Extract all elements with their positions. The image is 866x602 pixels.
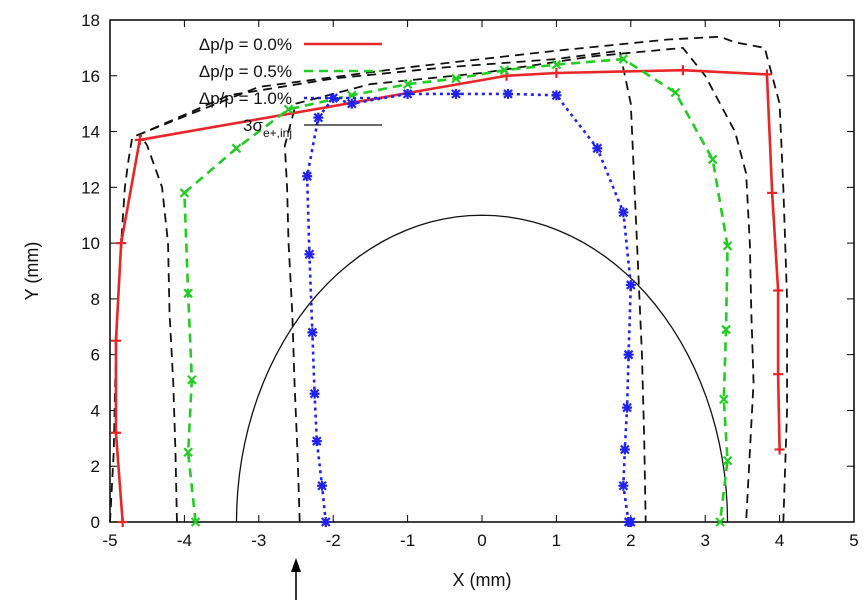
data-point-1 <box>719 394 729 405</box>
x-tick-label: 2 <box>626 531 635 550</box>
x-tick-label: -5 <box>102 531 117 550</box>
x-tick-label: 5 <box>849 531 858 550</box>
data-point-1 <box>499 65 510 75</box>
data-point-1 <box>190 517 201 527</box>
data-point-2 <box>450 88 461 99</box>
data-point-1 <box>722 455 733 466</box>
y-tick-label: 0 <box>91 513 100 532</box>
y-tick-label: 12 <box>81 178 100 197</box>
data-point-2 <box>307 327 318 338</box>
data-point-1 <box>183 288 193 299</box>
data-point-2 <box>304 249 315 260</box>
legend-label-0: Δp/p = 0.0% <box>199 35 292 54</box>
data-point-0 <box>677 65 688 76</box>
data-point-2 <box>618 480 629 491</box>
data-point-1 <box>670 87 681 98</box>
data-point-0 <box>773 285 784 296</box>
data-point-2 <box>625 279 636 290</box>
x-tick-label: 1 <box>552 531 561 550</box>
data-point-2 <box>346 98 357 109</box>
x-tick-label: -2 <box>326 531 341 550</box>
x-ticks: -5 -4 -3 -2 -1 0 1 2 3 4 5 <box>102 20 859 550</box>
y-tick-label: 14 <box>81 123 100 142</box>
x-tick-label: -4 <box>177 531 192 550</box>
x-axis-label: X (mm) <box>453 570 512 590</box>
data-point-2 <box>302 171 313 182</box>
data-point-1 <box>707 154 718 165</box>
data-point-1 <box>618 54 629 64</box>
data-point-2 <box>623 349 634 360</box>
data-point-1 <box>551 59 562 70</box>
x-tick-label: 0 <box>477 531 486 550</box>
arrow-head <box>291 558 301 572</box>
y-tick-label: 10 <box>81 234 100 253</box>
y-tick-label: 16 <box>81 67 100 86</box>
data-point-0 <box>110 335 121 346</box>
series-line-0 <box>114 68 781 523</box>
y-tick-label: 2 <box>91 457 100 476</box>
legend: Δp/p = 0.0% Δp/p = 0.5% Δp/p = 1.0% 3σe+,in… <box>199 35 382 140</box>
data-point-0 <box>110 427 121 438</box>
data-point-1 <box>183 447 193 458</box>
data-point-1 <box>179 188 190 198</box>
x-tick-label: 4 <box>775 531 784 550</box>
y-tick-label: 18 <box>81 11 100 30</box>
y-ticks: 0 2 4 6 8 10 12 14 16 18 <box>81 11 854 532</box>
aperture-dashed-curve <box>283 46 755 523</box>
y-tick-label: 4 <box>91 401 100 420</box>
x-tick-label: 3 <box>700 531 709 550</box>
beam-envelope-ellipse <box>235 214 729 523</box>
data-point-2 <box>402 88 413 99</box>
data-point-0 <box>134 134 145 145</box>
y-tick-label: 6 <box>91 346 100 365</box>
data-point-1 <box>451 73 461 84</box>
data-point-2 <box>311 436 322 447</box>
data-series <box>110 54 785 527</box>
data-point-0 <box>761 69 772 80</box>
data-point-0 <box>551 67 562 78</box>
data-point-0 <box>773 369 784 380</box>
data-point-1 <box>187 374 197 385</box>
data-point-1 <box>283 104 294 115</box>
data-point-0 <box>117 517 128 527</box>
data-point-0 <box>767 187 778 198</box>
data-point-2 <box>625 517 636 527</box>
data-point-2 <box>618 207 629 218</box>
y-axis-label: Y (mm) <box>22 242 42 301</box>
x-tick-label: -1 <box>400 531 415 550</box>
data-point-2 <box>622 402 633 413</box>
data-point-2 <box>592 143 603 154</box>
data-point-2 <box>551 90 562 101</box>
data-point-2 <box>503 88 514 99</box>
data-point-2 <box>309 388 320 399</box>
data-point-1 <box>231 143 242 154</box>
legend-label-2: Δp/p = 1.0% <box>199 89 292 108</box>
series-line-1 <box>183 57 729 523</box>
arrow-annotation <box>291 558 301 600</box>
data-point-1 <box>402 79 413 89</box>
data-point-1 <box>715 517 725 527</box>
data-point-2 <box>313 112 324 123</box>
data-point-1 <box>722 241 733 251</box>
x-tick-label: -3 <box>251 531 266 550</box>
data-point-2 <box>320 517 331 527</box>
y-tick-label: 8 <box>91 290 100 309</box>
data-point-0 <box>116 238 127 249</box>
data-point-2 <box>619 444 630 455</box>
legend-label-1: Δp/p = 0.5% <box>199 62 292 81</box>
legend-label-3: 3σe+,inj <box>243 116 292 140</box>
aperture-dashed-curve <box>109 35 788 523</box>
data-point-1 <box>721 324 731 335</box>
data-point-0 <box>774 444 785 455</box>
extra-series <box>109 35 788 523</box>
series-line-2 <box>305 92 633 524</box>
aperture-dashed-curve <box>138 49 647 523</box>
data-point-2 <box>317 480 328 491</box>
